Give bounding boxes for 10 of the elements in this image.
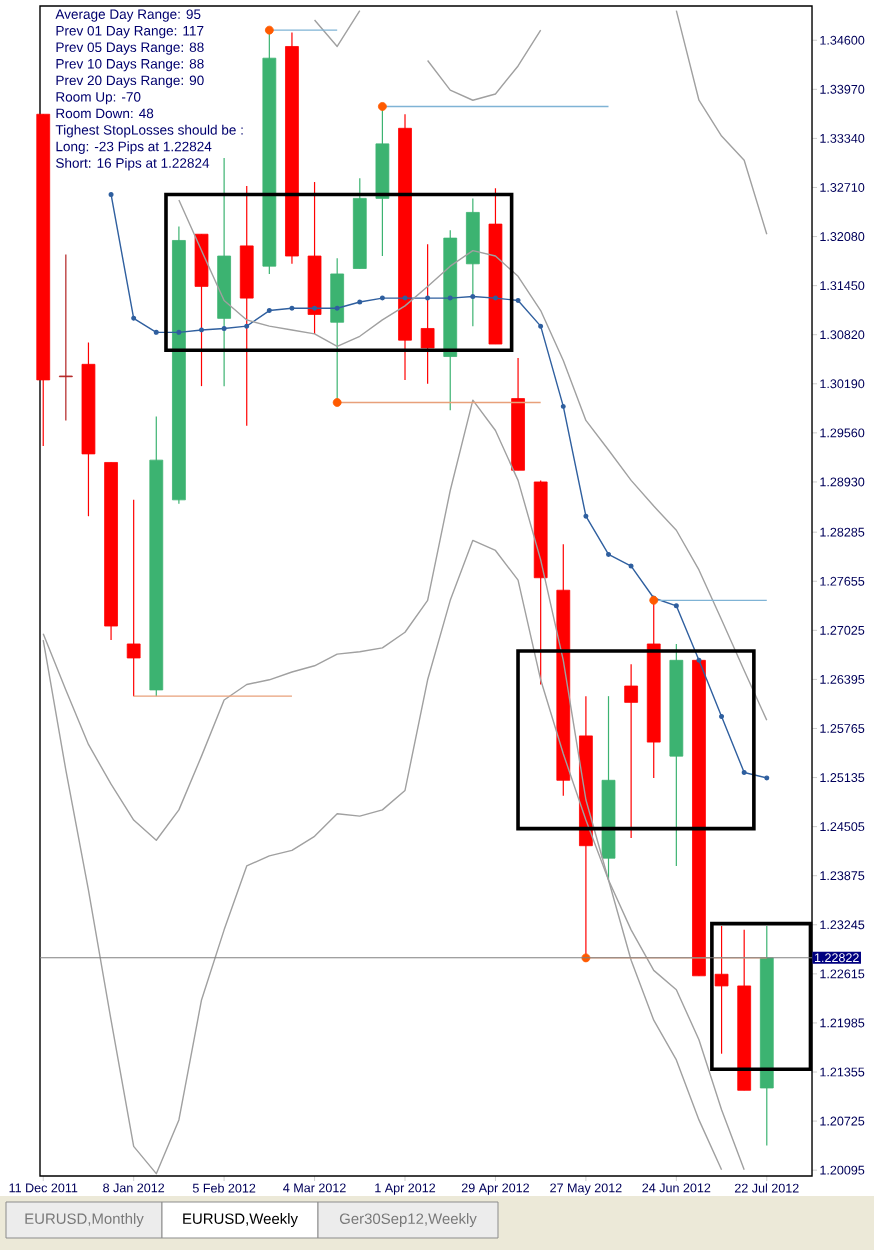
candlestick xyxy=(714,925,729,1055)
candlestick xyxy=(126,499,141,697)
candlestick xyxy=(58,253,73,421)
line-series xyxy=(178,199,768,721)
point xyxy=(332,398,342,407)
candlestick xyxy=(624,663,638,839)
point xyxy=(264,25,274,35)
candlestick xyxy=(420,243,435,385)
point xyxy=(378,102,387,111)
line-series xyxy=(42,399,745,1171)
